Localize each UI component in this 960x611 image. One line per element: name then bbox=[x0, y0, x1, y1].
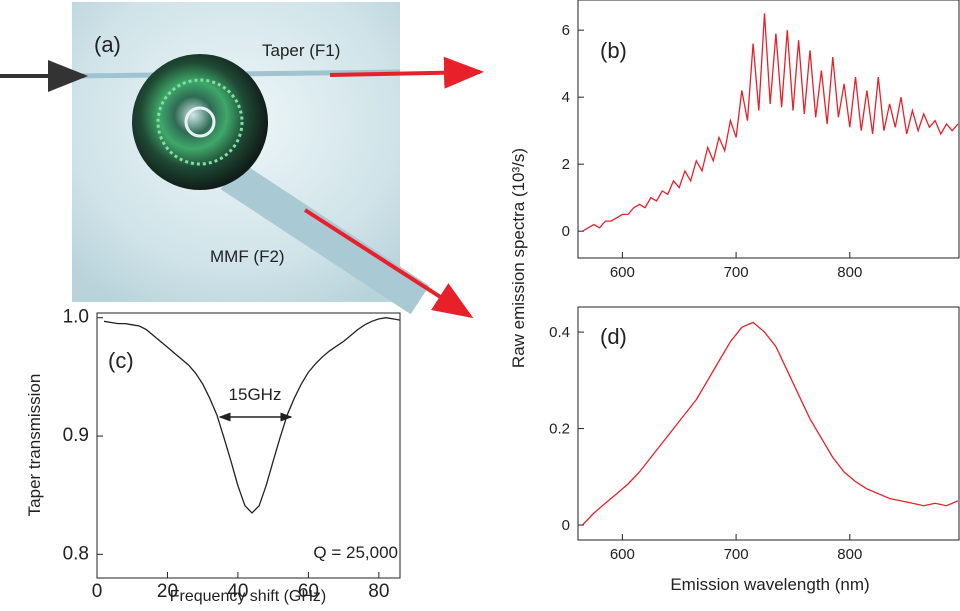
x-tick-label: 80 bbox=[368, 581, 389, 602]
y-tick-label: 0.4 bbox=[549, 324, 570, 341]
fiber-label: Taper (F1) bbox=[262, 41, 340, 60]
x-axis-label: Emission wavelength (nm) bbox=[670, 575, 869, 594]
x-axis-label: Frequency shift (GHz) bbox=[170, 588, 326, 605]
x-tick-label: 700 bbox=[724, 546, 749, 563]
microsphere bbox=[132, 54, 268, 190]
annotation: 15GHz bbox=[229, 385, 282, 404]
panel-label: (d) bbox=[600, 324, 627, 349]
mmf-output-arrow bbox=[303, 208, 474, 319]
y-tick-label: 0.2 bbox=[549, 421, 570, 438]
y-tick-label: 2 bbox=[562, 156, 570, 173]
y-tick-label: 1.0 bbox=[63, 307, 89, 328]
plot-frame bbox=[96, 312, 401, 579]
mmf-fiber bbox=[220, 160, 430, 315]
x-tick-label: 700 bbox=[724, 264, 749, 281]
x-tick-label: 40 bbox=[227, 581, 248, 602]
y-axis-label: Taper transmission bbox=[25, 374, 44, 517]
y-tick-label: 0.9 bbox=[63, 425, 89, 446]
y-tick-label: 0 bbox=[562, 517, 570, 534]
fiber-label: MMF (F2) bbox=[210, 247, 285, 266]
x-tick-label: 20 bbox=[157, 581, 178, 602]
plot-frame bbox=[577, 306, 960, 541]
x-tick-label: 800 bbox=[837, 546, 862, 563]
y-tick-label: 0.8 bbox=[63, 543, 89, 564]
panel-label: (c) bbox=[108, 348, 134, 373]
annotation: Q = 25,000 bbox=[313, 543, 398, 562]
x-tick-label: 600 bbox=[610, 546, 635, 563]
panel-label: (b) bbox=[600, 38, 627, 63]
mode-ring bbox=[156, 78, 244, 166]
center-ring bbox=[184, 106, 216, 138]
y-axis-label: Raw emission spectra (10³/s) bbox=[509, 148, 528, 368]
y-tick-label: 4 bbox=[562, 89, 570, 106]
spectrum-line bbox=[582, 321, 959, 526]
plot-frame bbox=[577, 0, 960, 259]
x-tick-label: 600 bbox=[610, 264, 635, 281]
y-tick-label: 6 bbox=[562, 22, 570, 39]
photo: (a) Taper (F1) MMF (F2) bbox=[0, 2, 484, 319]
y-tick-label: 0 bbox=[562, 223, 570, 240]
x-tick-label: 800 bbox=[837, 264, 862, 281]
panel-label: (a) bbox=[94, 32, 121, 57]
spectrum-line bbox=[582, 13, 959, 232]
taper-output-arrow bbox=[329, 56, 484, 89]
x-tick-label: 0 bbox=[92, 581, 103, 602]
spectrum-line bbox=[103, 317, 400, 514]
x-tick-label: 60 bbox=[298, 581, 319, 602]
